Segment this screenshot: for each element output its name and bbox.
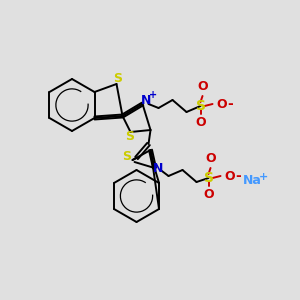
Text: +: + [259,172,268,182]
Text: +: + [149,90,158,100]
Text: O: O [205,152,216,166]
Text: -: - [236,169,242,183]
Text: N: N [153,161,164,175]
Text: O: O [203,188,214,202]
Text: -: - [228,97,233,111]
Text: Na: Na [243,173,262,187]
Text: O: O [197,80,208,94]
Text: S: S [196,99,206,113]
Text: O: O [224,169,235,182]
Text: S: S [122,149,131,163]
Text: O: O [216,98,227,110]
Text: S: S [125,130,134,142]
Text: O: O [195,116,206,130]
Text: S: S [113,71,122,85]
Text: N: N [141,94,152,106]
Text: S: S [203,171,214,185]
